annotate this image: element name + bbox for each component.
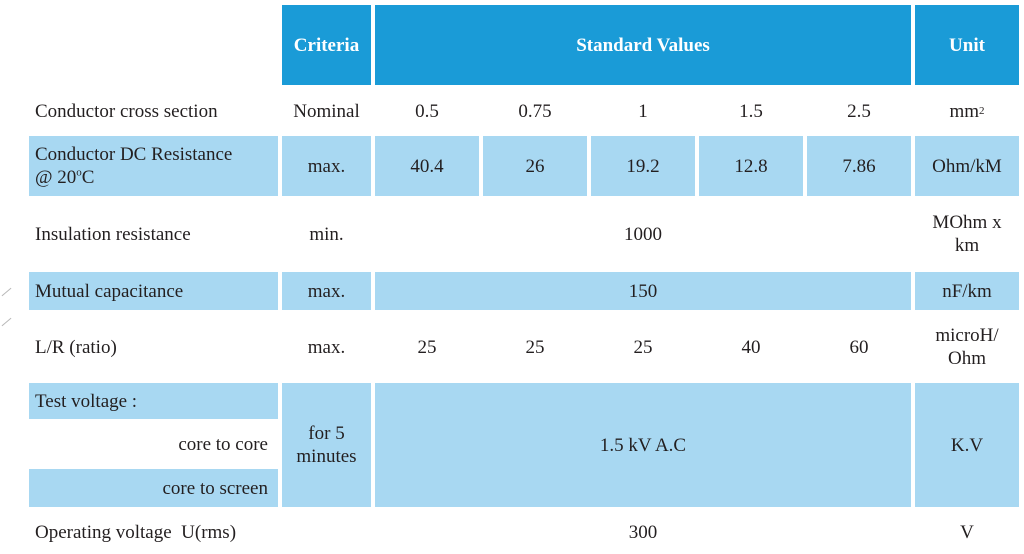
value-lr-ratio: 25 bbox=[633, 336, 653, 358]
value-cross-section: 2.5 bbox=[847, 100, 871, 122]
row-label-capacitance: Mutual capacitance bbox=[29, 272, 278, 310]
test-voltage-core-to-core: core to core bbox=[178, 433, 268, 455]
unit-dc-resistance: Ohm/kM bbox=[915, 136, 1019, 196]
criteria-insulation: min. bbox=[309, 223, 344, 245]
unit-base: mm bbox=[949, 100, 980, 122]
criteria-line2: minutes bbox=[296, 446, 357, 467]
value-capacitance: 150 bbox=[375, 272, 911, 310]
row-label-operating: Operating voltage U(rms) bbox=[35, 521, 237, 543]
value-dc-resistance: 19.2 bbox=[591, 136, 695, 196]
dc-resistance-line2: @ 20oC bbox=[35, 166, 95, 188]
value-lr-ratio: 25 bbox=[525, 336, 545, 358]
value-operating: 300 bbox=[628, 521, 658, 543]
value-cross-section: 1 bbox=[638, 100, 648, 122]
value-dc-resistance: 40.4 bbox=[375, 136, 479, 196]
unit-line1: MOhm x bbox=[932, 212, 1002, 233]
header-unit: Unit bbox=[915, 5, 1019, 85]
value-lr-ratio: 25 bbox=[417, 336, 437, 358]
criteria-capacitance: max. bbox=[282, 272, 371, 310]
unit-line1: microH/ bbox=[935, 325, 999, 346]
dc-resistance-line1: Conductor DC Resistance bbox=[35, 144, 233, 165]
criteria-lr-ratio: max. bbox=[307, 336, 346, 358]
row-label-test-voltage: Test voltage : bbox=[29, 383, 278, 419]
header-standard-values: Standard Values bbox=[375, 5, 911, 85]
edge-mark bbox=[1, 287, 12, 297]
value-lr-ratio: 60 bbox=[849, 336, 869, 358]
row-label-cross-section: Conductor cross section bbox=[35, 100, 218, 122]
value-insulation: 1000 bbox=[624, 223, 662, 245]
criteria-cross-section: Nominal bbox=[293, 100, 360, 122]
value-cross-section: 1.5 bbox=[739, 100, 763, 122]
header-criteria: Criteria bbox=[282, 5, 371, 85]
unit-line2: km bbox=[954, 235, 980, 256]
row-label-lr-ratio: L/R (ratio) bbox=[35, 336, 117, 358]
unit-operating: V bbox=[960, 521, 974, 543]
value-dc-resistance: 26 bbox=[483, 136, 587, 196]
value-lr-ratio: 40 bbox=[741, 336, 761, 358]
value-test-voltage: 1.5 kV A.C bbox=[375, 383, 911, 507]
unit-lr-ratio: microH/ Ohm bbox=[915, 316, 1019, 378]
row-label-insulation: Insulation resistance bbox=[35, 223, 191, 245]
value-cross-section: 0.5 bbox=[415, 100, 439, 122]
value-dc-resistance: 7.86 bbox=[807, 136, 911, 196]
unit-test-voltage: K.V bbox=[915, 383, 1019, 507]
value-dc-resistance: 12.8 bbox=[699, 136, 803, 196]
criteria-line1: for 5 bbox=[308, 423, 345, 444]
unit-insulation: MOhm x km bbox=[915, 202, 1019, 266]
row-label-dc-resistance: Conductor DC Resistance @ 20oC bbox=[29, 136, 278, 196]
criteria-test-voltage: for 5 minutes bbox=[282, 383, 371, 507]
unit-cross-section: mm 2 bbox=[949, 100, 985, 122]
test-voltage-core-to-screen: core to screen bbox=[29, 469, 278, 507]
unit-capacitance: nF/km bbox=[915, 272, 1019, 310]
value-cross-section: 0.75 bbox=[518, 100, 552, 122]
unit-line2: Ohm bbox=[948, 348, 986, 369]
criteria-dc-resistance: max. bbox=[282, 136, 371, 196]
